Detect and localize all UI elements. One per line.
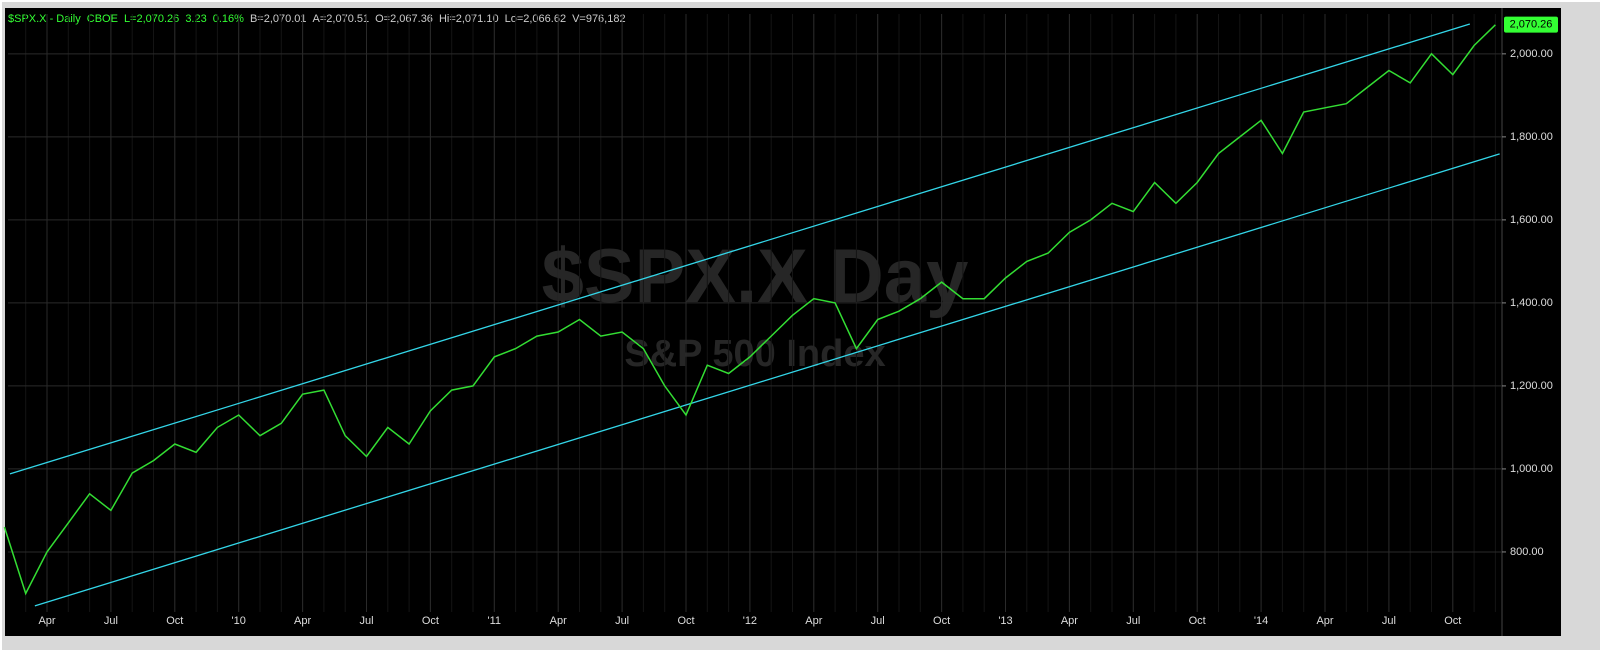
x-tick-label: Apr: [1061, 615, 1078, 627]
x-tick-label: '12: [743, 615, 757, 627]
header-item: L=2,070.26: [124, 13, 179, 25]
x-tick-label: Apr: [294, 615, 311, 627]
header-item: Lo=2,066.62: [505, 13, 566, 25]
y-tick-label: 800.00: [1510, 546, 1544, 558]
x-tick-label: Apr: [550, 615, 567, 627]
header-item: O=2,067.36: [375, 13, 433, 25]
x-tick-label: Jul: [871, 615, 885, 627]
x-tick-label: Apr: [38, 615, 55, 627]
header-item: $SPX.X - Daily: [8, 13, 81, 25]
x-tick-label: Apr: [1316, 615, 1333, 627]
x-tick-label: Oct: [933, 615, 950, 627]
price-line: [3, 24, 1496, 596]
x-tick-label: Oct: [166, 615, 183, 627]
header-item: A=2,070.51: [313, 13, 370, 25]
x-tick-label: '14: [1254, 615, 1268, 627]
x-tick-label: Oct: [1444, 615, 1461, 627]
header-item: CBOE: [87, 13, 118, 25]
watermark: $SPX.X Day: [542, 234, 969, 319]
y-tick-label: 1,200.00: [1510, 380, 1553, 392]
header: $SPX.X - Daily CBOE L=2,070.26 3.23 0.16% B=2…: [8, 13, 626, 25]
channel-line: [34, 153, 1500, 607]
x-tick-label: Oct: [677, 615, 694, 627]
x-tick-label: '11: [488, 615, 502, 627]
y-tick-label: 1,800.00: [1510, 131, 1553, 143]
x-tick-label: Jul: [1382, 615, 1396, 627]
last-price-label: 2,070.26: [1510, 19, 1553, 31]
channel-line: [9, 23, 1471, 475]
x-tick-label: '10: [232, 615, 246, 627]
x-tick-label: Jul: [104, 615, 118, 627]
x-tick-label: Jul: [615, 615, 629, 627]
header-item: 0.16%: [213, 13, 244, 25]
x-tick-label: Jul: [1126, 615, 1140, 627]
header-item: B=2,070.01: [250, 13, 307, 25]
y-tick-label: 2,000.00: [1510, 48, 1553, 60]
y-tick-label: 1,600.00: [1510, 214, 1553, 226]
watermark-subtitle: S&P 500 Index: [624, 333, 885, 375]
y-tick-label: 1,400.00: [1510, 297, 1553, 309]
x-tick-label: Oct: [422, 615, 439, 627]
y-tick-label: 1,000.00: [1510, 463, 1553, 475]
x-tick-label: Apr: [805, 615, 822, 627]
x-tick-label: Oct: [1189, 615, 1206, 627]
header-item: Hi=2,071.10: [439, 13, 499, 25]
header-item: V=976,182: [572, 13, 626, 25]
last-price-box: [1504, 16, 1558, 33]
x-tick-label: '13: [998, 615, 1012, 627]
x-tick-label: Jul: [359, 615, 373, 627]
plot-background: [5, 8, 1561, 636]
